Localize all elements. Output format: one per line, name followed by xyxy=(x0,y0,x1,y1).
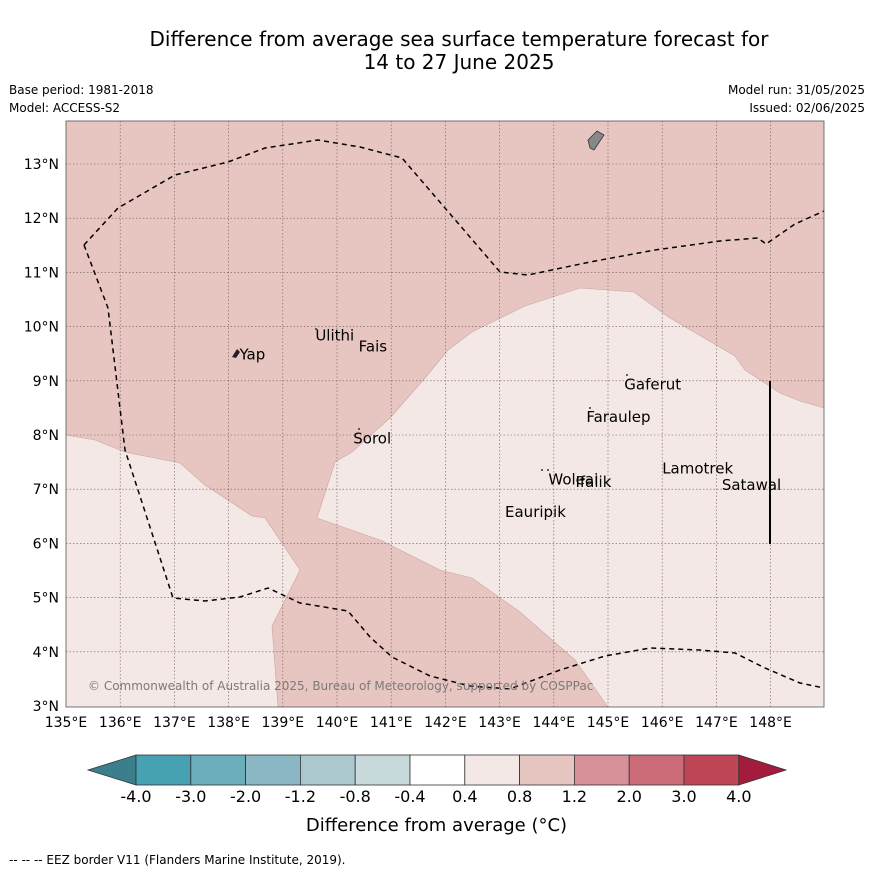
colorbar-segment xyxy=(574,754,630,786)
colorbar-tick-label: 0.4 xyxy=(452,787,478,806)
longitude-labels: 135°E 136°E 137°E 138°E 139°E 140°E 141°E 142°E… xyxy=(45,715,792,731)
meta-left: Base period: 1981-2018 Model: ACCESS-S2 xyxy=(9,81,154,117)
sorol-dot xyxy=(358,428,360,430)
lon-tick-label: 136°E xyxy=(99,715,142,731)
lat-tick-label: 7°N xyxy=(33,482,59,498)
lat-tick-label: 12°N xyxy=(24,211,59,227)
guam-island-shape xyxy=(587,130,605,151)
place-labels: Yap Ulithi Fais Sorol Gaferut Faraulep WoleaiI… xyxy=(238,327,781,521)
place-label: Gaferut xyxy=(624,376,681,394)
colorbar-tick-label: -1.2 xyxy=(284,787,316,806)
colorbar-segment xyxy=(628,754,685,786)
colorbar-segment xyxy=(683,754,740,786)
eez-border-south xyxy=(83,244,825,690)
lon-tick-label: 138°E xyxy=(207,715,250,731)
copyright-notice: © Commonwealth of Australia 2025, Bureau… xyxy=(88,679,593,693)
lon-tick-label: 141°E xyxy=(370,715,413,731)
model-run: Model run: 31/05/2025 xyxy=(727,83,865,97)
lon-tick-label: 148°E xyxy=(749,715,792,731)
colorbar-segment xyxy=(299,754,356,786)
place-label: Lamotrek xyxy=(662,460,733,478)
colorbar-tick-label: -3.0 xyxy=(175,787,207,806)
lon-tick-label: 144°E xyxy=(533,715,576,731)
lon-tick-label: 146°E xyxy=(641,715,684,731)
place-label: Satawal xyxy=(722,476,781,494)
place-label: Sorol xyxy=(353,430,391,448)
lat-tick-label: 6°N xyxy=(33,536,59,552)
ulithi-dot xyxy=(315,328,317,330)
lat-tick-label: 8°N xyxy=(33,428,59,444)
colorbar-tick-label: 1.2 xyxy=(561,787,588,806)
base-period: Base period: 1981-2018 xyxy=(9,83,154,97)
lat-tick-label: 9°N xyxy=(33,374,59,390)
colorbar-segment xyxy=(135,754,192,786)
colorbar-max-extension xyxy=(738,754,788,786)
chart-title: Difference from average sea surface temp… xyxy=(0,28,873,74)
lat-tick-label: 11°N xyxy=(24,265,59,281)
place-label: Woleai xyxy=(548,470,598,488)
colorbar-segment xyxy=(354,754,411,786)
lon-tick-label: 139°E xyxy=(262,715,305,731)
latitude-labels: 3°N 4°N 5°N 6°N 7°N 8°N 9°N 10°N 11°N 12°N 13°N xyxy=(24,157,59,715)
colorbar-tick-label: -0.8 xyxy=(339,787,371,806)
gaferut-dot xyxy=(626,374,628,376)
colorbar-tick-label: 4.0 xyxy=(726,787,752,806)
colorbar-segment xyxy=(409,754,466,786)
colorbar-segment xyxy=(519,754,575,786)
colorbar-min-extension xyxy=(86,754,137,786)
lon-tick-label: 137°E xyxy=(153,715,196,731)
model-name: Model: ACCESS-S2 xyxy=(9,101,121,115)
colorbar-tick-label: 0.8 xyxy=(506,787,533,806)
lon-tick-label: 142°E xyxy=(424,715,467,731)
map-frame xyxy=(65,120,825,708)
colorbar-tick-label: -4.0 xyxy=(120,787,152,806)
lat-tick-label: 3°N xyxy=(33,699,59,715)
colorbar-title: Difference from average (°C) xyxy=(305,815,568,836)
place-label: Yap xyxy=(238,346,265,364)
colorbar-tick-label: 3.0 xyxy=(671,787,697,806)
lon-tick-label: 147°E xyxy=(695,715,738,731)
meta-right: Model run: 31/05/2025 Issued: 02/06/2025 xyxy=(728,81,865,117)
lat-tick-label: 13°N xyxy=(24,157,59,173)
place-label: Eauripik xyxy=(505,503,566,521)
lon-tick-label: 140°E xyxy=(316,715,359,731)
title-line-1: Difference from average sea surface temp… xyxy=(149,27,769,51)
colorbar-tick-label: 2.0 xyxy=(616,787,642,806)
lat-tick-label: 4°N xyxy=(33,645,59,661)
colorbar-segment xyxy=(245,754,301,786)
lon-tick-label: 145°E xyxy=(587,715,630,731)
faraulep-dot xyxy=(589,407,591,409)
woleai-dot xyxy=(541,469,543,471)
colorbar-tick-label: -2.0 xyxy=(229,787,262,806)
colorbar-segment xyxy=(190,754,247,786)
lon-tick-label: 143°E xyxy=(478,715,521,731)
contour-0.8 xyxy=(65,434,301,708)
colorbar-tick-label: -0.4 xyxy=(394,787,426,806)
contour-0.8-east xyxy=(316,287,825,708)
lon-tick-label: 135°E xyxy=(45,715,88,731)
place-label: Faraulep xyxy=(586,408,650,426)
place-label: Ifalik xyxy=(575,473,611,491)
graticule xyxy=(66,121,824,707)
issued-date: Issued: 02/06/2025 xyxy=(749,101,865,115)
woleai-dot-2 xyxy=(547,469,549,471)
place-label: Fais xyxy=(359,338,388,356)
colorbar xyxy=(86,754,788,786)
yap-island-shape xyxy=(232,349,240,358)
anomaly-band-0.4-0.8-southwest xyxy=(66,435,300,707)
colorbar-segment xyxy=(464,754,520,786)
title-line-2: 14 to 27 June 2025 xyxy=(363,50,555,74)
lat-tick-label: 10°N xyxy=(24,320,59,336)
eez-footnote: -- -- -- EEZ border V11 (Flanders Marine… xyxy=(9,853,346,867)
lat-tick-label: 5°N xyxy=(33,591,59,607)
anomaly-band-0.4-0.8-east xyxy=(317,288,824,707)
place-label: Ulithi xyxy=(315,327,354,345)
